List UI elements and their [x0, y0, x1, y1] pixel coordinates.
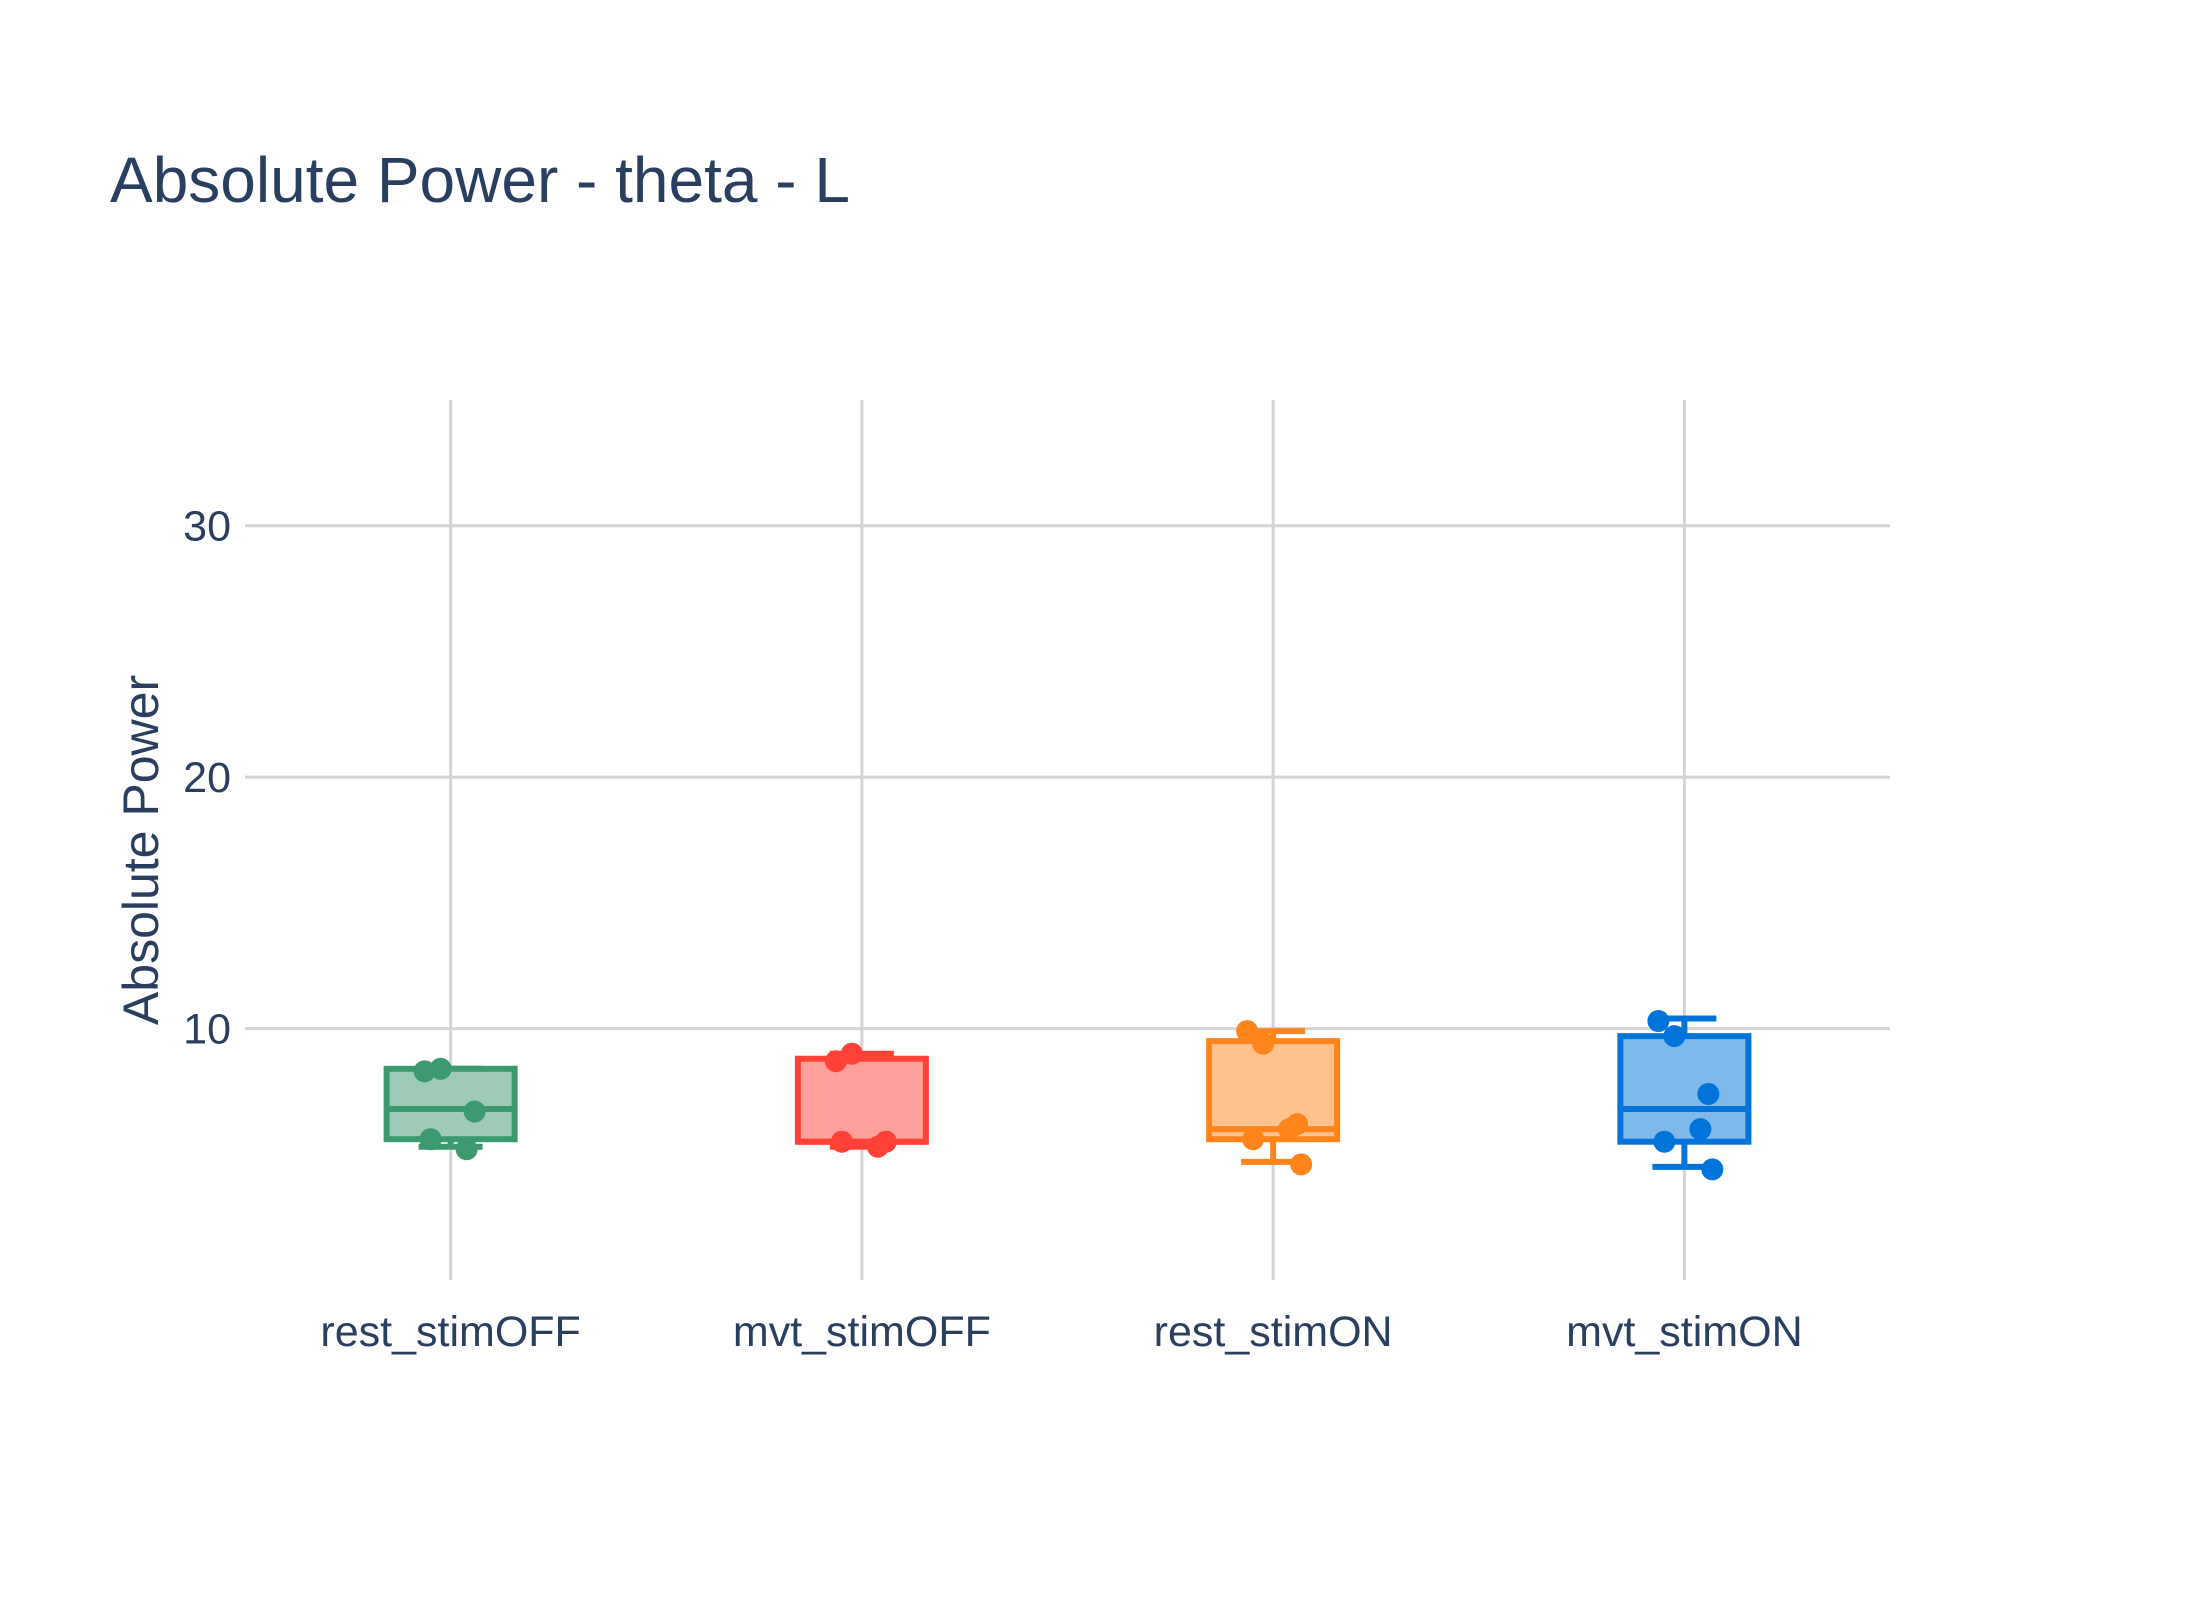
data-point[interactable] [840, 1042, 863, 1065]
box-mvt_stimOFF[interactable] [794, 1055, 929, 1145]
y-tick-label: 30 [183, 503, 231, 551]
data-point[interactable] [455, 1138, 478, 1161]
tick-labels: 10 20 30 rest_stimOFF mvt_stimOFF rest_stimON… [183, 503, 1802, 1356]
data-point[interactable] [1697, 1082, 1720, 1105]
data-point[interactable] [866, 1135, 889, 1158]
x-tick-label: rest_stimOFF [320, 1308, 580, 1356]
data-point[interactable] [1290, 1153, 1313, 1176]
y-tick-label: 20 [183, 754, 231, 802]
x-tick-label: rest_stimON [1154, 1308, 1393, 1356]
x-tick-label: mvt_stimON [1566, 1308, 1803, 1356]
y-tick-label: 10 [183, 1006, 231, 1054]
x-tick-label: mvt_stimOFF [733, 1308, 991, 1356]
data-point[interactable] [1689, 1118, 1712, 1141]
data-point[interactable] [429, 1057, 452, 1080]
box-mvt_stimON[interactable] [1617, 1033, 1752, 1145]
data-point[interactable] [1647, 1010, 1670, 1033]
data-point[interactable] [1252, 1032, 1275, 1055]
data-point[interactable] [830, 1130, 853, 1153]
data-point[interactable] [1663, 1025, 1686, 1048]
box-group-rest_stimOFF [383, 1057, 518, 1161]
data-point[interactable] [1278, 1118, 1301, 1141]
data-point[interactable] [1236, 1020, 1259, 1043]
data-point[interactable] [419, 1128, 442, 1151]
data-point[interactable] [1242, 1128, 1265, 1151]
box-group-rest_stimON [1206, 1020, 1341, 1176]
y-axis-title: Absolute Power [113, 675, 169, 1025]
boxes [383, 1010, 1752, 1181]
gridlines [245, 400, 1890, 1280]
box-rest_stimON[interactable] [1206, 1038, 1341, 1143]
box-rest_stimOFF[interactable] [383, 1065, 518, 1143]
data-point[interactable] [463, 1100, 486, 1123]
data-point[interactable] [1653, 1130, 1676, 1153]
box-group-mvt_stimON [1617, 1010, 1752, 1181]
box-group-mvt_stimOFF [794, 1042, 929, 1158]
chart-title: Absolute Power - theta - L [110, 144, 850, 216]
data-point[interactable] [1701, 1158, 1724, 1181]
